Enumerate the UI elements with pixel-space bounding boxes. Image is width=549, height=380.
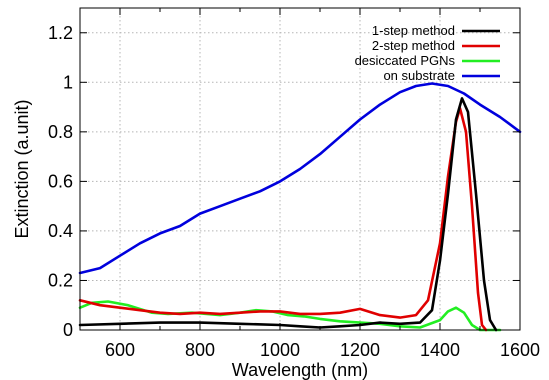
y-tick-label: 1.2	[48, 23, 73, 43]
y-tick-label: 0.6	[48, 171, 73, 191]
x-tick-label: 1600	[500, 340, 540, 360]
x-tick-label: 1400	[420, 340, 460, 360]
x-axis-title: Wavelength (nm)	[232, 360, 368, 380]
series-lines	[78, 82, 522, 332]
x-tick-label: 800	[185, 340, 215, 360]
legend-label: desiccated PGNs	[355, 53, 456, 68]
x-tick-label: 600	[105, 340, 135, 360]
y-tick-labels: 0 0.2 0.4 0.6 0.8 1 1.2	[48, 23, 73, 340]
grid	[80, 8, 520, 330]
y-tick-label: 0	[63, 320, 73, 340]
x-tick-label: 1000	[260, 340, 300, 360]
series-line-3	[78, 82, 522, 275]
x-tick-labels: 600 800 1000 1200 1400 1600	[105, 340, 540, 360]
y-tick-label: 1	[63, 72, 73, 92]
x-tick-label: 1200	[340, 340, 380, 360]
plot-frame	[79, 7, 521, 331]
legend-label: 2-step method	[372, 38, 455, 53]
y-axis-title: Extinction (a.unit)	[12, 99, 32, 238]
y-tick-label: 0.4	[48, 221, 73, 241]
legend-label: on substrate	[383, 68, 455, 83]
tick-marks	[79, 8, 521, 331]
series-line-1	[78, 107, 488, 332]
y-tick-label: 0.2	[48, 270, 73, 290]
series-line-0	[78, 97, 498, 332]
y-tick-label: 0.8	[48, 122, 73, 142]
legend-label: 1-step method	[372, 23, 455, 38]
